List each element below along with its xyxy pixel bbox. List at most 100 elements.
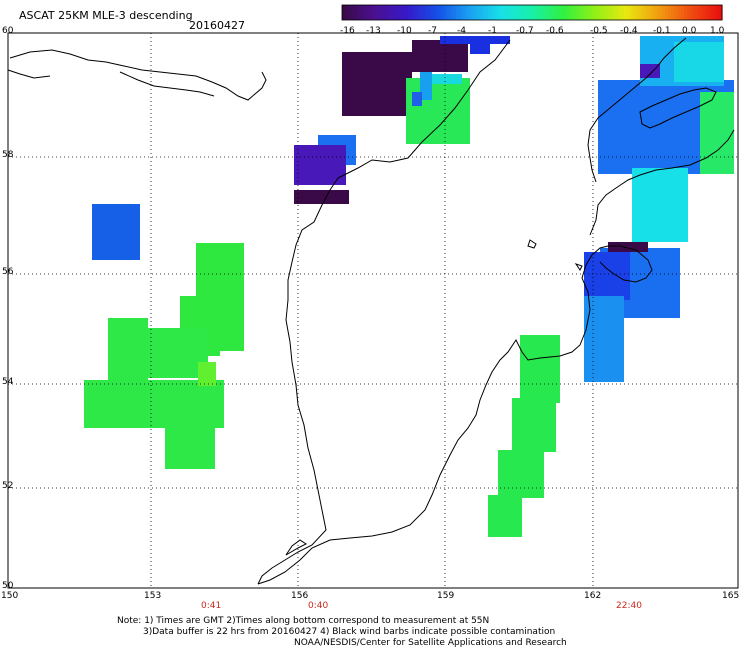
colorbar-swatch <box>532 5 536 20</box>
colorbar-swatch <box>408 5 413 20</box>
colorbar-swatch <box>544 5 549 20</box>
colorbar-swatch <box>405 5 410 20</box>
time-label: 0:41 <box>201 601 222 611</box>
lat-label: 50 <box>2 581 14 591</box>
colorbar-swatch <box>557 5 562 20</box>
colorbar-swatch <box>690 5 695 20</box>
colorbar-swatch <box>402 5 406 20</box>
colorbar-swatch <box>541 5 546 20</box>
colorbar-swatch <box>361 5 365 20</box>
lat-label: 58 <box>2 150 14 160</box>
colorbar-swatch <box>367 5 372 20</box>
lon-label: 156 <box>291 591 309 601</box>
colorbar-swatch <box>456 5 460 20</box>
colorbar-tick: -1 <box>488 26 497 36</box>
colorbar-swatch <box>718 5 723 20</box>
colorbar-swatch <box>627 5 631 20</box>
lon-label: 153 <box>144 591 162 601</box>
colorbar-swatch <box>354 5 359 20</box>
colorbar-swatch <box>433 5 438 20</box>
colorbar-swatch <box>462 5 467 20</box>
colorbar-swatch <box>345 5 349 20</box>
colorbar-swatch <box>500 5 505 20</box>
colorbar <box>342 5 723 20</box>
colorbar-swatch <box>547 5 552 20</box>
colorbar-swatch <box>563 5 568 20</box>
colorbar-tick: 1.0 <box>710 26 725 36</box>
colorbar-swatch <box>440 5 444 20</box>
footer-note-line1: Note: 1) Times are GMT 2)Times along bot… <box>117 616 490 626</box>
colorbar-swatch <box>443 5 448 20</box>
colorbar-tick: -4 <box>457 26 466 36</box>
colorbar-swatch <box>364 5 368 20</box>
colorbar-swatch <box>389 5 394 20</box>
colorbar-swatch <box>649 5 653 20</box>
colorbar-swatch <box>665 5 669 20</box>
swath-okhotsk-north <box>342 36 510 144</box>
footer-note-line2: 3)Data buffer is 22 hrs from 20160427 4)… <box>143 627 556 637</box>
colorbar-swatch <box>351 5 356 20</box>
colorbar-swatch <box>636 5 641 20</box>
coastlines <box>7 37 735 585</box>
colorbar-swatch <box>538 5 543 20</box>
lat-label: 56 <box>2 267 14 277</box>
colorbar-swatch <box>509 5 514 20</box>
colorbar-swatch <box>674 5 679 20</box>
colorbar-swatch <box>671 5 676 20</box>
colorbar-swatch <box>487 5 492 20</box>
colorbar-swatch <box>383 5 387 20</box>
colorbar-swatch <box>573 5 577 20</box>
colorbar-swatch <box>687 5 691 20</box>
colorbar-swatch <box>373 5 378 20</box>
colorbar-swatch <box>395 5 400 20</box>
lat-label: 60 <box>2 26 14 36</box>
colorbar-swatch <box>503 5 508 20</box>
colorbar-swatch <box>589 5 593 20</box>
colorbar-swatch <box>357 5 362 20</box>
colorbar-swatch <box>706 5 710 20</box>
lon-label: 165 <box>722 591 740 601</box>
colorbar-swatch <box>693 5 698 20</box>
colorbar-swatch <box>497 5 501 20</box>
lon-label: 159 <box>437 591 455 601</box>
colorbar-swatch <box>554 5 558 20</box>
colorbar-swatch <box>582 5 587 20</box>
colorbar-tick: -0.4 <box>620 26 638 36</box>
lat-label: 54 <box>2 377 14 387</box>
colorbar-tick: -0.7 <box>516 26 534 36</box>
colorbar-swatch <box>646 5 650 20</box>
colorbar-swatch <box>411 5 416 20</box>
colorbar-swatch <box>481 5 486 20</box>
time-label: 0:40 <box>308 601 329 611</box>
colorbar-swatch <box>633 5 638 20</box>
colorbar-swatch <box>551 5 555 20</box>
colorbar-swatch <box>449 5 454 20</box>
colorbar-tick: -10 <box>397 26 412 36</box>
colorbar-swatch <box>459 5 463 20</box>
colorbar-swatch <box>680 5 685 20</box>
colorbar-swatch <box>709 5 714 20</box>
colorbar-swatch <box>655 5 660 20</box>
colorbar-swatch <box>424 5 429 20</box>
colorbar-swatch <box>513 5 517 20</box>
colorbar-tick: -0.5 <box>590 26 608 36</box>
colorbar-swatch <box>566 5 571 20</box>
colorbar-swatch <box>506 5 511 20</box>
swath-isolated-blue <box>92 204 140 260</box>
colorbar-swatch <box>392 5 397 20</box>
colorbar-frame <box>341 4 723 21</box>
colorbar-swatch <box>516 5 520 20</box>
colorbar-swatch <box>598 5 603 20</box>
colorbar-swatch <box>430 5 435 20</box>
colorbar-swatch <box>614 5 619 20</box>
colorbar-swatch <box>386 5 391 20</box>
lon-label: 162 <box>584 591 602 601</box>
colorbar-swatch <box>608 5 612 20</box>
colorbar-swatch <box>484 5 489 20</box>
colorbar-swatch <box>437 5 441 20</box>
colorbar-swatch <box>421 5 425 20</box>
colorbar-swatch <box>604 5 609 20</box>
colorbar-swatch <box>528 5 533 20</box>
colorbar-swatch <box>684 5 688 20</box>
colorbar-swatch <box>478 5 482 20</box>
